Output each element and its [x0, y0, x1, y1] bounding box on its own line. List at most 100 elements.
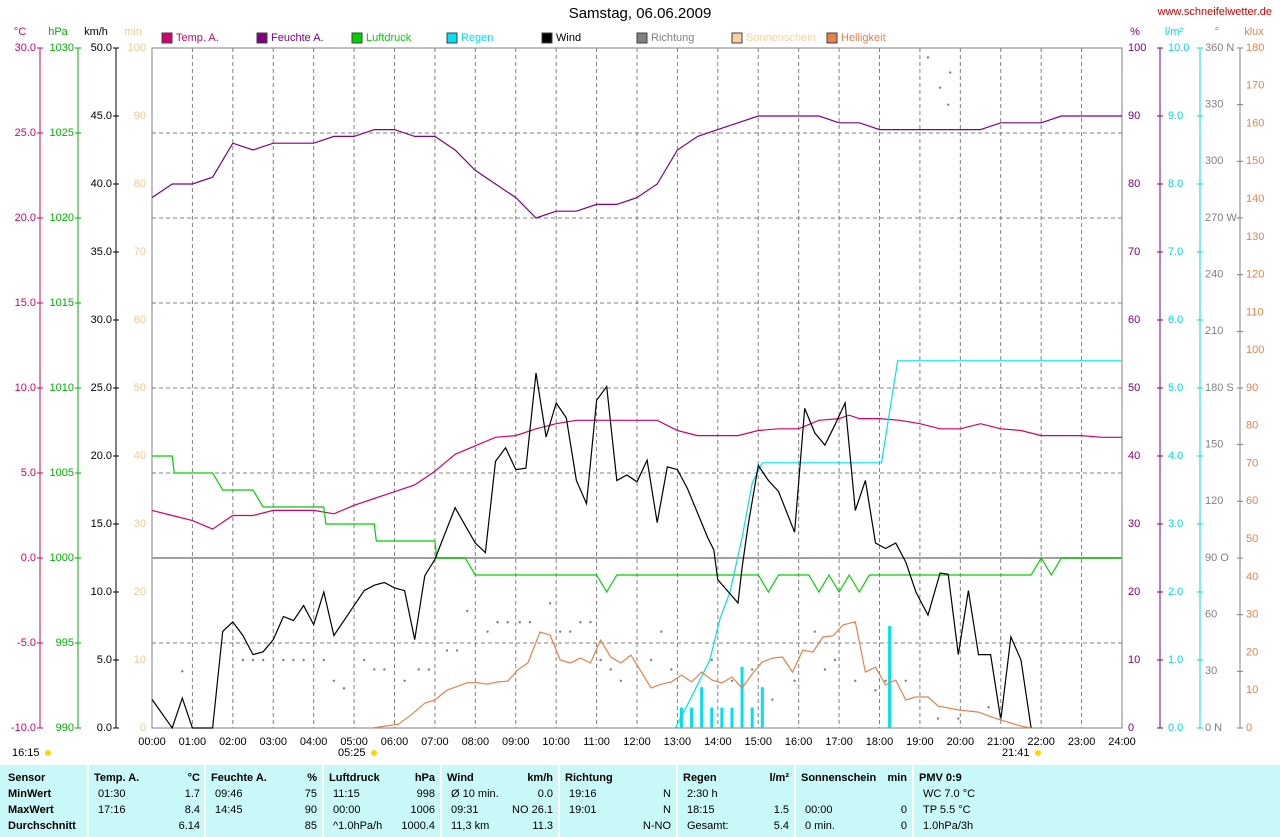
group-name: PMV 0:9 — [919, 772, 962, 784]
group-unit: hPa — [415, 772, 436, 784]
axis-unit: klux — [1244, 26, 1264, 38]
legend-swatch — [351, 32, 363, 44]
y-tick-label: 0 — [140, 722, 146, 734]
y-tick-label: 1015 — [50, 297, 74, 309]
y-tick-label: 0 — [1128, 722, 1134, 734]
legend-swatch — [636, 32, 648, 44]
cell: N-NO — [643, 820, 672, 832]
y-tick-label: 40 — [1246, 571, 1258, 583]
group-unit: min — [887, 772, 907, 784]
direction-dot — [771, 698, 774, 701]
series-line — [152, 455, 1122, 594]
y-tick-label: 1025 — [50, 127, 74, 139]
x-tick-label: 04:00 — [300, 736, 328, 748]
group-name: Luftdruck — [329, 772, 381, 784]
y-tick-label: 0.0 — [97, 722, 112, 734]
sun-marker — [1035, 750, 1041, 756]
series-line — [151, 414, 1122, 530]
direction-dot — [373, 668, 376, 671]
y-tick-label: 25.0 — [91, 382, 112, 394]
y-tick-label: 100 — [1128, 42, 1146, 54]
rain-bar — [760, 687, 764, 728]
y-tick-label: 90 — [134, 110, 146, 122]
y-tick-label: 170 — [1246, 80, 1264, 92]
direction-dot — [427, 668, 431, 671]
x-tick-label: 02:00 — [219, 736, 247, 748]
cell: 19:01 — [569, 804, 597, 816]
direction-dot — [710, 658, 713, 662]
rain-bar — [700, 687, 704, 728]
y-tick-label: 60 — [1246, 495, 1258, 507]
cell: 0 — [901, 820, 907, 832]
y-tick-label: 30 — [1128, 518, 1140, 530]
legend-swatch — [446, 32, 458, 44]
x-tick-label: 05:00 — [340, 736, 368, 748]
x-tick-label: 09:00 — [502, 736, 530, 748]
y-tick-label: 0 N — [1205, 722, 1222, 734]
direction-dot — [528, 621, 532, 624]
group-unit: °C — [188, 772, 200, 784]
y-tick-label: 270 W — [1205, 212, 1237, 224]
y-tick-label: 130 — [1246, 231, 1264, 243]
y-tick-label: 240 — [1205, 269, 1223, 281]
y-tick-label: 3.0 — [1168, 518, 1183, 530]
group-name: Wind — [447, 772, 474, 784]
y-tick-label: 60 — [1128, 314, 1140, 326]
cell: 17:16 — [98, 804, 126, 816]
x-tick-label: 19:00 — [906, 736, 934, 748]
y-tick-label: -5.0 — [17, 637, 36, 649]
legend-label: Richtung — [651, 32, 694, 44]
y-tick-label: 25.0 — [15, 127, 36, 139]
cell: 11.3 — [532, 820, 553, 832]
direction-dot — [660, 630, 663, 633]
direction-dot — [362, 658, 366, 662]
y-tick-label: 15.0 — [91, 518, 112, 530]
legend-swatch — [161, 32, 173, 44]
direction-dot — [874, 689, 877, 692]
chart-title: Samstag, 06.06.2009 — [569, 5, 712, 22]
y-tick-label: 120 — [1205, 495, 1223, 507]
cell: 0.0 — [538, 788, 553, 800]
direction-dot — [987, 706, 990, 709]
y-tick-label: 140 — [1246, 193, 1264, 205]
direction-dot — [486, 630, 489, 633]
y-tick-label: 10 — [134, 654, 146, 666]
direction-dot — [383, 668, 386, 671]
direction-dot — [506, 621, 509, 624]
axis-unit: min — [124, 26, 142, 38]
axis-unit: °C — [14, 26, 26, 38]
x-tick-label: 13:00 — [664, 736, 692, 748]
direction-dot — [342, 687, 346, 690]
direction-dot — [938, 86, 942, 89]
cell: NO 26.1 — [512, 804, 553, 816]
y-tick-label: 35.0 — [91, 246, 112, 258]
cell: Gesamt: — [687, 820, 729, 832]
y-tick-label: -10.0 — [11, 722, 36, 734]
y-tick-label: 90 — [1246, 382, 1258, 394]
y-tick-label: 0.0 — [21, 552, 36, 564]
legend-swatch — [541, 32, 553, 44]
cell: 998 — [417, 788, 435, 800]
axis-unit: % — [1130, 26, 1140, 38]
direction-dot — [813, 630, 817, 633]
cell: 5.4 — [774, 820, 789, 832]
direction-dot — [403, 679, 406, 682]
direction-dot — [949, 71, 952, 74]
group-name: Regen — [683, 772, 717, 784]
y-tick-label: 10.0 — [15, 382, 36, 394]
x-tick-label: 11:00 — [583, 736, 610, 748]
direction-dot — [936, 717, 940, 720]
y-tick-label: 20 — [1128, 586, 1140, 598]
x-tick-label: 17:00 — [825, 736, 853, 748]
cell: 6.14 — [179, 820, 200, 832]
cell: 75 — [305, 788, 317, 800]
y-tick-label: 150 — [1205, 439, 1223, 451]
direction-dot — [261, 658, 265, 662]
group-name: Feuchte A. — [211, 772, 267, 784]
y-tick-label: 20.0 — [91, 450, 112, 462]
cell: 14:45 — [215, 804, 243, 816]
cell: 85 — [305, 820, 317, 832]
direction-dot — [241, 658, 245, 662]
axis-unit: l/m² — [1165, 26, 1184, 38]
series-line — [151, 115, 1122, 219]
